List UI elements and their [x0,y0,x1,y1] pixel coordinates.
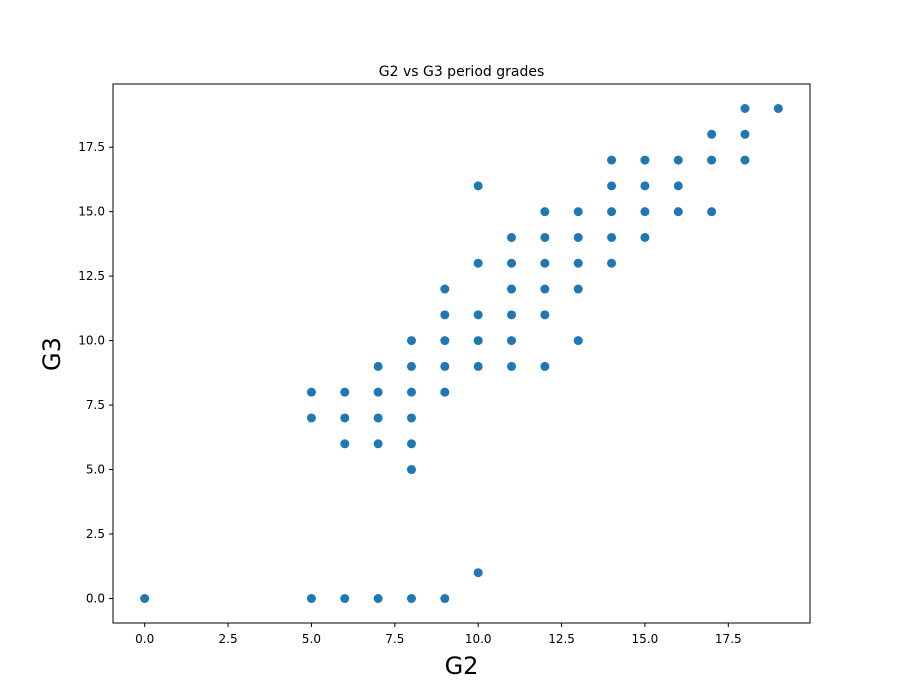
data-point [373,361,383,371]
x-tick-label: 0.0 [135,632,154,646]
data-point [340,413,350,423]
x-tick-label: 7.5 [385,632,404,646]
x-tick-label: 2.5 [219,632,238,646]
data-point [740,129,750,139]
data-point [306,413,316,423]
y-tick-label: 0.0 [86,592,105,606]
data-point [406,387,416,397]
x-tick-label: 10.0 [465,632,492,646]
y-axis-label: G3 [38,337,66,371]
data-point [473,258,483,268]
x-tick-label: 12.5 [548,632,575,646]
x-tick-label: 5.0 [302,632,321,646]
data-point [306,594,316,603]
data-point [507,258,517,268]
data-point [540,361,550,371]
data-point [573,284,583,294]
data-point [507,310,517,320]
data-point [406,336,416,346]
data-point [707,207,717,217]
data-point [406,594,416,603]
y-axis-ticks: 0.0 2.5 5.0 7.5 10.0 12.5 15.0 17.5 [78,140,113,606]
data-point [540,258,550,268]
data-point [507,232,517,242]
data-point [707,129,717,139]
data-point [373,413,383,423]
data-point [473,310,483,320]
data-points [140,104,783,603]
plot-frame [112,83,811,624]
data-point [507,284,517,294]
data-point [573,232,583,242]
data-point [306,387,316,397]
data-point [440,284,450,294]
data-point [440,387,450,397]
x-axis-ticks: 0.0 2.5 5.0 7.5 10.0 12.5 15.0 17.5 [135,623,742,646]
data-point [573,258,583,268]
data-point [673,155,683,165]
data-point [340,387,350,397]
y-tick-label: 7.5 [86,398,105,412]
y-tick-label: 10.0 [78,334,105,348]
data-point [740,104,750,113]
data-point [540,284,550,294]
data-point [640,181,650,191]
data-point [507,336,517,346]
data-point [473,568,483,578]
data-point [673,181,683,191]
data-point [340,594,350,603]
data-point [607,258,617,268]
data-point [406,465,416,475]
data-point [640,207,650,217]
data-point [607,232,617,242]
data-point [573,336,583,346]
data-point [640,155,650,165]
y-tick-label: 17.5 [78,140,105,154]
data-point [473,336,483,346]
data-point [406,361,416,371]
x-tick-label: 17.5 [715,632,742,646]
data-point [373,439,383,449]
data-point [373,594,383,603]
data-point [740,155,750,165]
chart-title: G2 vs G3 period grades [379,64,545,80]
data-point [340,439,350,449]
data-point [440,336,450,346]
data-point [440,594,450,603]
data-point [540,232,550,242]
y-tick-label: 5.0 [86,463,105,477]
data-point [540,310,550,320]
data-point [673,207,683,217]
data-point [373,387,383,397]
data-point [607,181,617,191]
data-point [406,413,416,423]
data-point [440,361,450,371]
x-axis-label: G2 [445,652,479,680]
y-tick-label: 15.0 [78,205,105,219]
data-point [507,361,517,371]
data-point [473,181,483,191]
data-point [773,104,783,113]
y-tick-label: 12.5 [78,269,105,283]
x-tick-label: 15.0 [632,632,659,646]
y-tick-label: 2.5 [86,527,105,541]
data-point [440,310,450,320]
data-point [540,207,550,217]
data-point [573,207,583,217]
data-point [607,207,617,217]
data-point [707,155,717,165]
data-point [406,439,416,449]
data-point [140,594,150,603]
data-point [640,232,650,242]
data-point [607,155,617,165]
data-point [473,361,483,371]
